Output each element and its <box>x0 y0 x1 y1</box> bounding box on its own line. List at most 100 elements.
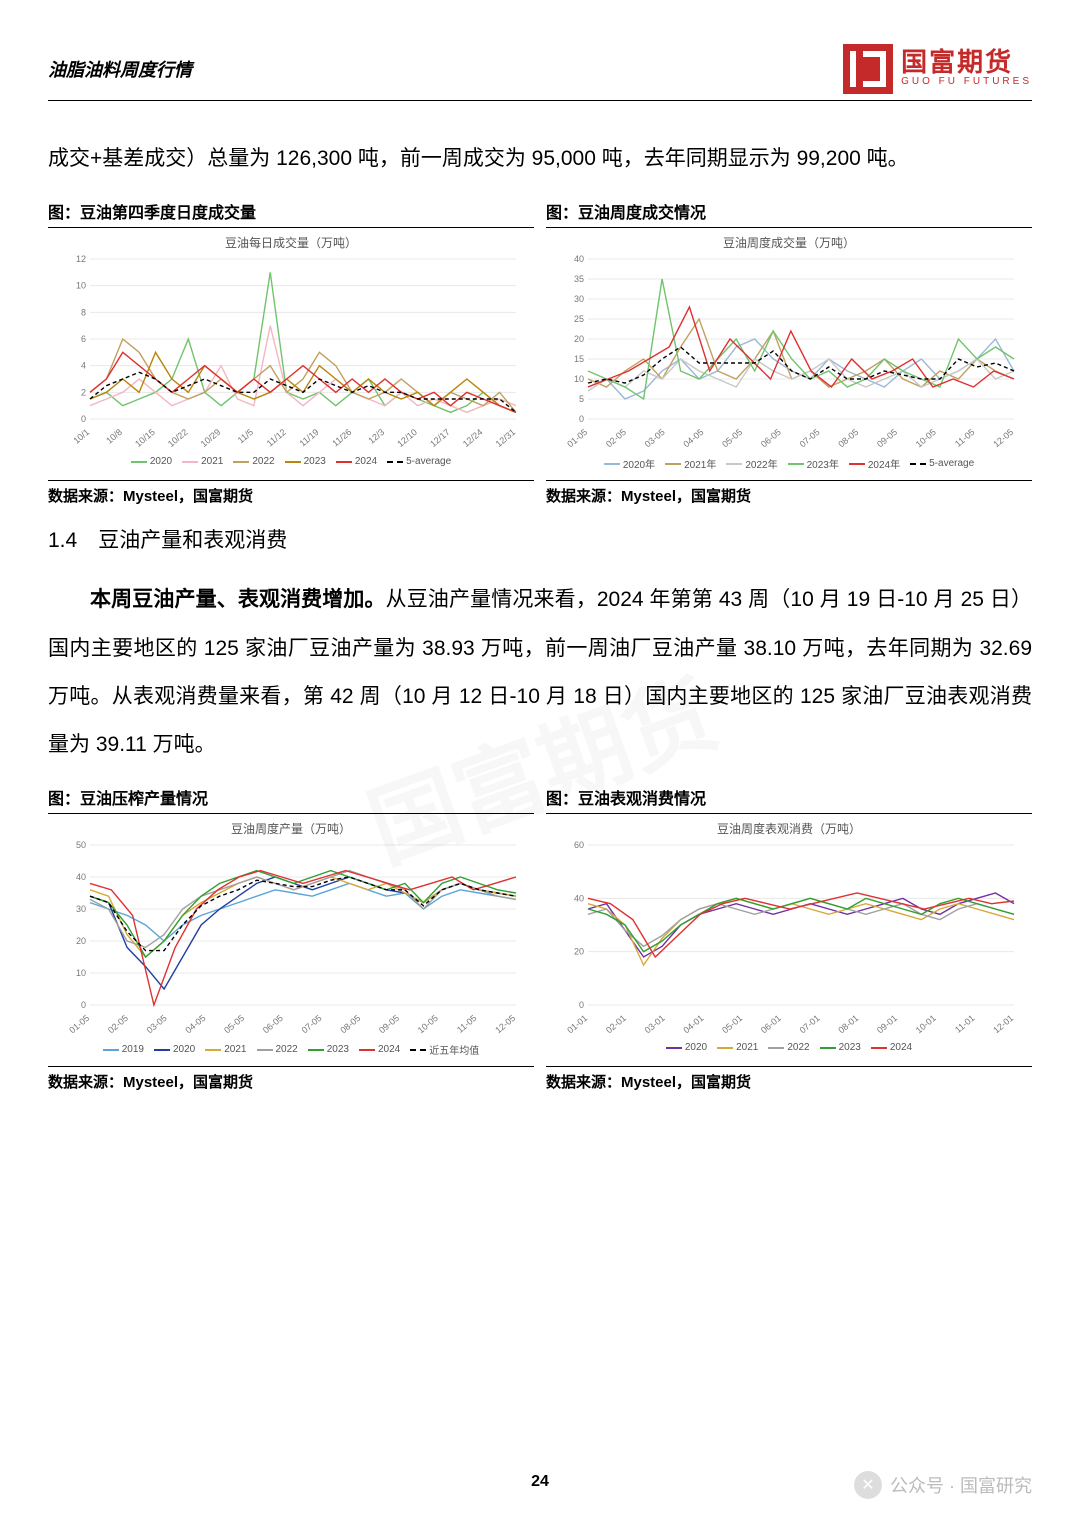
legend-item: 2020 <box>131 456 172 467</box>
svg-text:10: 10 <box>76 281 86 291</box>
svg-text:25: 25 <box>574 314 584 324</box>
svg-text:06-01: 06-01 <box>759 1013 783 1035</box>
footer-brand: ✕ 公众号 · 国富研究 <box>854 1471 1032 1499</box>
legend-item: 近五年均值 <box>410 1042 479 1057</box>
svg-text:10/15: 10/15 <box>133 427 157 449</box>
svg-text:0: 0 <box>81 414 86 424</box>
svg-text:12/17: 12/17 <box>428 427 452 449</box>
svg-text:07-01: 07-01 <box>798 1013 822 1035</box>
svg-text:20: 20 <box>574 334 584 344</box>
intro-paragraph: 成交+基差成交）总量为 126,300 吨，前一周成交为 95,000 吨，去年… <box>48 135 1032 183</box>
chart3-subtitle: 豆油周度产量（万吨） <box>48 816 534 837</box>
logo-mark-icon <box>843 44 893 94</box>
svg-text:8: 8 <box>81 308 86 318</box>
svg-text:07-05: 07-05 <box>300 1013 324 1035</box>
svg-text:12-05: 12-05 <box>493 1013 517 1035</box>
chart-1: 图：豆油第四季度日度成交量 豆油每日成交量（万吨） 02468101210/11… <box>48 199 534 506</box>
chart4-svg: 020406001-0102-0103-0104-0105-0106-0107-… <box>546 837 1032 1037</box>
svg-text:0: 0 <box>81 1000 86 1010</box>
chart1-title: 图：豆油第四季度日度成交量 <box>48 199 534 228</box>
legend-item: 2020 <box>666 1042 707 1053</box>
legend-item: 2024 <box>871 1042 912 1053</box>
chart4-source: 数据来源：Mysteel，国富期货 <box>546 1066 1032 1092</box>
legend-item: 2021 <box>205 1042 246 1057</box>
legend-item: 2023 <box>308 1042 349 1057</box>
legend-item: 2024 <box>359 1042 400 1057</box>
svg-text:10/29: 10/29 <box>199 427 223 449</box>
svg-text:10: 10 <box>76 968 86 978</box>
legend-item: 2023 <box>820 1042 861 1053</box>
svg-text:2: 2 <box>81 388 86 398</box>
chart4-title: 图：豆油表观消费情况 <box>546 785 1032 814</box>
svg-text:08-01: 08-01 <box>836 1013 860 1035</box>
legend-item: 2024年 <box>849 456 900 471</box>
legend-item: 2023 <box>285 456 326 467</box>
svg-text:08-05: 08-05 <box>836 427 860 449</box>
svg-text:02-05: 02-05 <box>604 427 628 449</box>
svg-text:09-05: 09-05 <box>875 427 899 449</box>
chart-4: 图：豆油表观消费情况 豆油周度表观消费（万吨） 020406001-0102-0… <box>546 785 1032 1092</box>
logo-en-text: GUO FU FUTURES <box>901 75 1032 89</box>
chart4-subtitle: 豆油周度表观消费（万吨） <box>546 816 1032 837</box>
svg-text:35: 35 <box>574 274 584 284</box>
legend-item: 2019 <box>103 1042 144 1057</box>
legend-item: 2022 <box>257 1042 298 1057</box>
svg-text:03-05: 03-05 <box>643 427 667 449</box>
svg-text:12: 12 <box>76 254 86 264</box>
svg-text:5: 5 <box>579 394 584 404</box>
svg-text:04-01: 04-01 <box>681 1013 705 1035</box>
svg-text:40: 40 <box>574 254 584 264</box>
svg-text:15: 15 <box>574 354 584 364</box>
svg-text:11/12: 11/12 <box>265 427 288 449</box>
svg-text:12/24: 12/24 <box>461 427 485 449</box>
svg-text:01-05: 01-05 <box>67 1013 91 1035</box>
svg-text:03-01: 03-01 <box>643 1013 667 1035</box>
svg-text:09-01: 09-01 <box>875 1013 899 1035</box>
svg-text:12/10: 12/10 <box>395 427 419 449</box>
legend-item: 2020年 <box>604 456 655 471</box>
svg-text:60: 60 <box>574 840 584 850</box>
legend-item: 2022 <box>233 456 274 467</box>
svg-text:11/5: 11/5 <box>236 427 255 445</box>
svg-text:50: 50 <box>76 840 86 850</box>
chart3-svg: 0102030405001-0502-0503-0504-0505-0506-0… <box>48 837 534 1037</box>
svg-text:07-05: 07-05 <box>798 427 822 449</box>
svg-text:40: 40 <box>574 894 584 904</box>
legend-item: 5-average <box>387 456 451 467</box>
chart1-svg: 02468101210/110/810/1510/2210/2911/511/1… <box>48 251 534 451</box>
svg-text:10/1: 10/1 <box>71 427 91 446</box>
svg-text:12/3: 12/3 <box>366 427 386 446</box>
chart1-legend: 2020 2021 2022 2023 2024 5-average <box>48 456 534 467</box>
svg-text:08-05: 08-05 <box>338 1013 362 1035</box>
svg-text:6: 6 <box>81 334 86 344</box>
legend-item: 2022 <box>768 1042 809 1053</box>
svg-text:0: 0 <box>579 414 584 424</box>
header-title: 油脂油料周度行情 <box>48 56 192 82</box>
legend-item: 2024 <box>336 456 377 467</box>
svg-text:04-05: 04-05 <box>681 427 705 449</box>
legend-item: 2021 <box>182 456 223 467</box>
svg-text:05-05: 05-05 <box>720 427 744 449</box>
svg-text:06-05: 06-05 <box>759 427 783 449</box>
svg-text:12-01: 12-01 <box>991 1013 1015 1035</box>
para2-rest: 从豆油产量情况来看，2024 年第第 43 周（10 月 19 日-10 月 2… <box>48 588 1032 756</box>
paragraph-2: 本周豆油产量、表观消费增加。从豆油产量情况来看，2024 年第第 43 周（10… <box>48 576 1032 769</box>
chart3-title: 图：豆油压榨产量情况 <box>48 785 534 814</box>
svg-text:20: 20 <box>76 936 86 946</box>
chart2-title: 图：豆油周度成交情况 <box>546 199 1032 228</box>
svg-text:01-01: 01-01 <box>565 1013 589 1035</box>
svg-text:10-01: 10-01 <box>914 1013 938 1035</box>
chart2-svg: 051015202530354001-0502-0503-0504-0505-0… <box>546 251 1032 451</box>
svg-text:06-05: 06-05 <box>261 1013 285 1035</box>
page-header: 油脂油料周度行情 国富期货 GUO FU FUTURES <box>48 44 1032 101</box>
svg-text:10: 10 <box>574 374 584 384</box>
svg-text:01-05: 01-05 <box>565 427 589 449</box>
legend-item: 2023年 <box>788 456 839 471</box>
svg-text:40: 40 <box>76 872 86 882</box>
svg-text:12/31: 12/31 <box>494 427 518 449</box>
chart2-source: 数据来源：Mysteel，国富期货 <box>546 480 1032 506</box>
legend-item: 2021 <box>717 1042 758 1053</box>
chart2-subtitle: 豆油周度成交量（万吨） <box>546 230 1032 251</box>
chart3-legend: 201920202021202220232024近五年均值 <box>48 1042 534 1057</box>
svg-text:10/22: 10/22 <box>166 427 190 449</box>
